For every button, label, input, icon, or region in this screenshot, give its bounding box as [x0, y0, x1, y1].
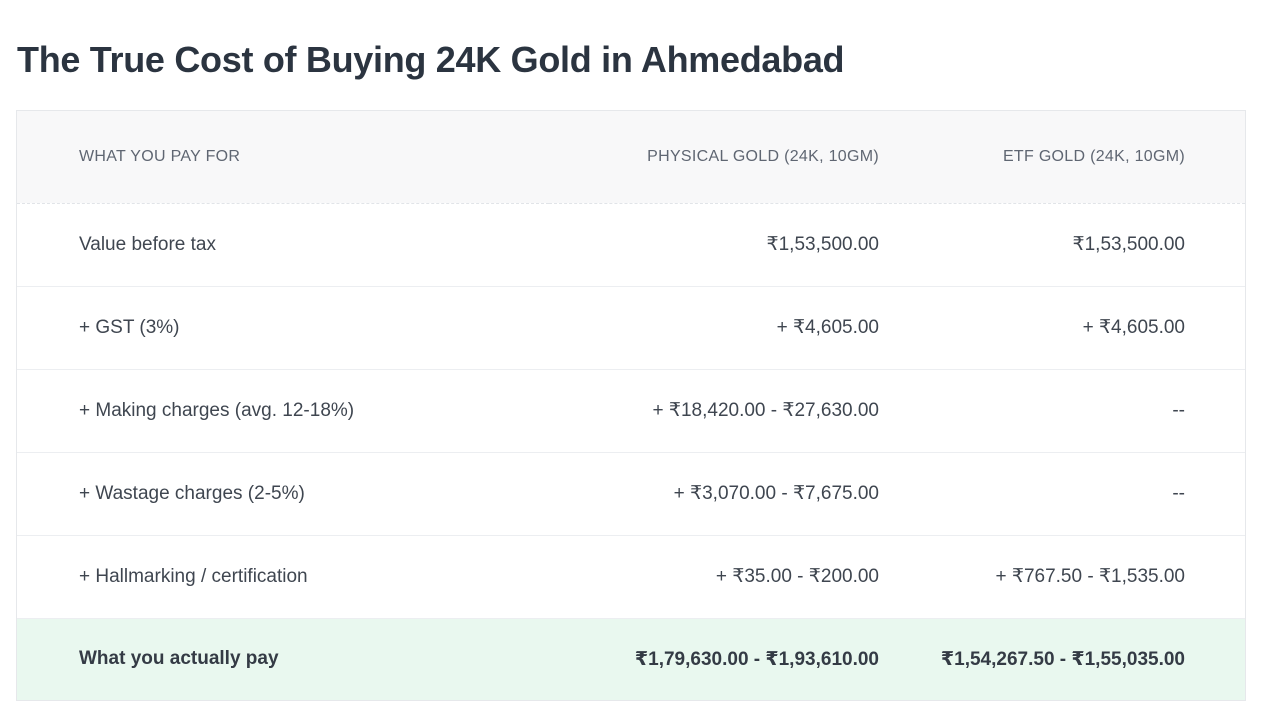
row-physical-value: + ₹4,605.00 [549, 286, 879, 370]
row-label: + Making charges (avg. 12-18%) [17, 369, 549, 453]
total-physical-value: ₹1,79,630.00 - ₹1,93,610.00 [634, 648, 879, 670]
header-physical-gold: PHYSICAL GOLD (24K, 10GM) [549, 111, 879, 204]
table-row-gst: + GST (3%) + ₹4,605.00 + ₹4,605.00 [17, 286, 1245, 370]
cost-comparison-table: WHAT YOU PAY FOR PHYSICAL GOLD (24K, 10G… [16, 110, 1246, 701]
row-label: Value before tax [17, 203, 549, 287]
total-etf-value: ₹1,54,267.50 - ₹1,55,035.00 [940, 648, 1185, 670]
table-header-row: WHAT YOU PAY FOR PHYSICAL GOLD (24K, 10G… [17, 111, 1245, 204]
header-what-you-pay-for: WHAT YOU PAY FOR [17, 111, 549, 204]
table-row-total: What you actually pay ₹1,79,630.00 - ₹1,… [17, 618, 1245, 700]
table-row-value-before-tax: Value before tax ₹1,53,500.00 ₹1,53,500.… [17, 203, 1245, 287]
row-etf-value: + ₹4,605.00 [879, 286, 1245, 370]
page-title: The True Cost of Buying 24K Gold in Ahme… [17, 39, 845, 80]
row-label: + GST (3%) [17, 286, 549, 370]
row-physical-value: + ₹18,420.00 - ₹27,630.00 [549, 369, 879, 453]
row-physical-value: + ₹3,070.00 - ₹7,675.00 [549, 452, 879, 536]
row-physical-value: + ₹35.00 - ₹200.00 [549, 535, 879, 619]
row-etf-value: -- [879, 369, 1245, 453]
row-etf-value: ₹1,53,500.00 [879, 203, 1245, 287]
table-row-hallmarking: + Hallmarking / certification + ₹35.00 -… [17, 535, 1245, 619]
row-etf-value: -- [879, 452, 1245, 536]
row-etf-value: + ₹767.50 - ₹1,535.00 [879, 535, 1245, 619]
total-label: What you actually pay [79, 648, 279, 670]
table-row-wastage-charges: + Wastage charges (2-5%) + ₹3,070.00 - ₹… [17, 452, 1245, 536]
row-label: + Wastage charges (2-5%) [17, 452, 549, 536]
table-row-making-charges: + Making charges (avg. 12-18%) + ₹18,420… [17, 369, 1245, 453]
row-physical-value: ₹1,53,500.00 [549, 203, 879, 287]
header-etf-gold: ETF GOLD (24K, 10GM) [879, 111, 1245, 204]
row-label: + Hallmarking / certification [17, 535, 549, 619]
